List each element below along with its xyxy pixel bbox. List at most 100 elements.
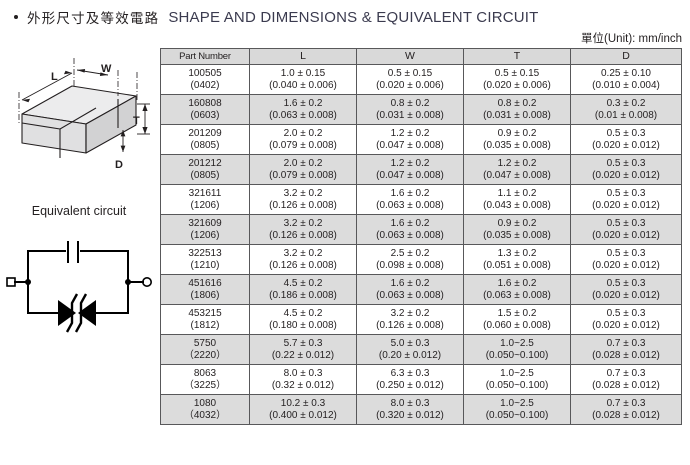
- cell-part-number-mm: 160808: [188, 97, 222, 109]
- cell-thickness-mm: 1.0~2.5: [500, 337, 534, 349]
- cell-length-inch: (0.079 ± 0.008): [269, 139, 337, 151]
- table-row: 8063 （3225） 8.0 ± 0.3 (0.32 ± 0.012) 6.3 ± 0…: [160, 364, 682, 395]
- cell-part-number: 8063 （3225）: [160, 364, 250, 395]
- cell-termination: 0.5 ± 0.3 (0.020 ± 0.012): [570, 244, 682, 275]
- node-left: [25, 279, 31, 285]
- cell-thickness: 1.0~2.5 (0.050~0.100): [463, 334, 571, 365]
- cell-length-inch: (0.180 ± 0.008): [269, 319, 337, 331]
- bullet-dot-icon: [14, 15, 18, 19]
- cell-part-number: 100505 (0402): [160, 64, 250, 95]
- cell-thickness-inch: (0.063 ± 0.008): [483, 289, 551, 301]
- cell-width: 2.5 ± 0.2 (0.098 ± 0.008): [356, 244, 464, 275]
- cell-termination: 0.5 ± 0.3 (0.020 ± 0.012): [570, 124, 682, 155]
- cell-thickness-inch: (0.031 ± 0.008): [483, 109, 551, 121]
- table-row: 321611 (1206) 3.2 ± 0.2 (0.126 ± 0.008) 1.6 …: [160, 184, 682, 215]
- cell-length-inch: (0.186 ± 0.008): [269, 289, 337, 301]
- cell-thickness-inch: (0.047 ± 0.008): [483, 169, 551, 181]
- cell-thickness-mm: 1.2 ± 0.2: [497, 157, 537, 169]
- cell-part-number: 321609 (1206): [160, 214, 250, 245]
- cell-part-number: 321611 (1206): [160, 184, 250, 215]
- cell-width: 1.6 ± 0.2 (0.063 ± 0.008): [356, 274, 464, 305]
- cell-width-inch: (0.320 ± 0.012): [376, 409, 444, 421]
- cell-thickness-mm: 0.9 ± 0.2: [497, 217, 537, 229]
- cell-part-number-inch: （3225）: [183, 379, 227, 391]
- cell-length-mm: 4.5 ± 0.2: [283, 307, 323, 319]
- cell-width-inch: (0.047 ± 0.008): [376, 169, 444, 181]
- cell-width-mm: 1.2 ± 0.2: [390, 127, 430, 139]
- cell-thickness-inch: (0.035 ± 0.008): [483, 139, 551, 151]
- cell-length-mm: 3.2 ± 0.2: [283, 217, 323, 229]
- cell-length: 5.7 ± 0.3 (0.22 ± 0.012): [249, 334, 357, 365]
- cell-width: 0.8 ± 0.2 (0.031 ± 0.008): [356, 94, 464, 125]
- table-row: 100505 (0402) 1.0 ± 0.15 (0.040 ± 0.006) 0.5…: [160, 64, 682, 95]
- cell-part-number-mm: 321609: [188, 217, 222, 229]
- cell-termination-inch: (0.010 ± 0.004): [592, 79, 660, 91]
- cell-length-mm: 2.0 ± 0.2: [283, 127, 323, 139]
- cell-width: 3.2 ± 0.2 (0.126 ± 0.008): [356, 304, 464, 335]
- cell-length-inch: (0.126 ± 0.008): [269, 199, 337, 211]
- cell-termination: 0.5 ± 0.3 (0.020 ± 0.012): [570, 184, 682, 215]
- table-header-row: Part Number L W T D: [160, 48, 682, 65]
- cell-termination-mm: 0.7 ± 0.3: [606, 367, 646, 379]
- cell-length-mm: 4.5 ± 0.2: [283, 277, 323, 289]
- cell-thickness-inch: (0.035 ± 0.008): [483, 229, 551, 241]
- cell-thickness: 1.2 ± 0.2 (0.047 ± 0.008): [463, 154, 571, 185]
- column-header-W: W: [356, 48, 464, 65]
- cell-width-mm: 0.8 ± 0.2: [390, 97, 430, 109]
- cell-thickness: 1.0~2.5 (0.050~0.100): [463, 364, 571, 395]
- cell-width-inch: (0.063 ± 0.008): [376, 289, 444, 301]
- dimension-label-T: T: [133, 115, 140, 127]
- cell-length-mm: 1.6 ± 0.2: [283, 97, 323, 109]
- table-row: 321609 (1206) 3.2 ± 0.2 (0.126 ± 0.008) 1.6 …: [160, 214, 682, 245]
- cell-termination-mm: 0.5 ± 0.3: [606, 187, 646, 199]
- cell-length-inch: (0.040 ± 0.006): [269, 79, 337, 91]
- table-row: 201209 (0805) 2.0 ± 0.2 (0.079 ± 0.008) 1.2 …: [160, 124, 682, 155]
- cell-part-number-inch: （4032）: [183, 409, 227, 421]
- page-header: 外形尺寸及等效電路 SHAPE AND DIMENSIONS & EQUIVAL…: [0, 6, 690, 28]
- cell-length: 3.2 ± 0.2 (0.126 ± 0.008): [249, 244, 357, 275]
- cell-thickness: 0.9 ± 0.2 (0.035 ± 0.008): [463, 124, 571, 155]
- cell-part-number: 453215 (1812): [160, 304, 250, 335]
- cell-part-number: 160808 (0603): [160, 94, 250, 125]
- cell-part-number: 322513 (1210): [160, 244, 250, 275]
- cell-part-number-mm: 201209: [188, 127, 222, 139]
- dimension-label-L: L: [51, 71, 58, 83]
- cell-termination-inch: (0.020 ± 0.012): [592, 289, 660, 301]
- cell-length-inch: (0.126 ± 0.008): [269, 259, 337, 271]
- cell-part-number: 201209 (0805): [160, 124, 250, 155]
- cell-width-mm: 5.0 ± 0.3: [390, 337, 430, 349]
- cell-part-number: 451616 (1806): [160, 274, 250, 305]
- cell-width: 5.0 ± 0.3 (0.20 ± 0.012): [356, 334, 464, 365]
- cell-width-mm: 1.6 ± 0.2: [390, 277, 430, 289]
- cell-part-number-mm: 1080: [193, 397, 217, 409]
- cell-part-number: 201212 (0805): [160, 154, 250, 185]
- cell-length: 1.0 ± 0.15 (0.040 ± 0.006): [249, 64, 357, 95]
- cell-length: 2.0 ± 0.2 (0.079 ± 0.008): [249, 124, 357, 155]
- cell-termination-inch: (0.028 ± 0.012): [592, 379, 660, 391]
- column-header-T: T: [463, 48, 571, 65]
- cell-part-number-inch: (0402): [190, 79, 220, 91]
- cell-part-number-mm: 201212: [188, 157, 222, 169]
- cell-termination: 0.7 ± 0.3 (0.028 ± 0.012): [570, 334, 682, 365]
- cell-termination-mm: 0.5 ± 0.3: [606, 307, 646, 319]
- cell-termination-inch: (0.020 ± 0.012): [592, 319, 660, 331]
- cell-thickness: 1.5 ± 0.2 (0.060 ± 0.008): [463, 304, 571, 335]
- dimension-label-D: D: [115, 159, 123, 171]
- column-header-D: D: [570, 48, 682, 65]
- cell-width-mm: 8.0 ± 0.3: [390, 397, 430, 409]
- table-row: 322513 (1210) 3.2 ± 0.2 (0.126 ± 0.008) 2.5 …: [160, 244, 682, 275]
- cell-length-inch: (0.079 ± 0.008): [269, 169, 337, 181]
- cell-width-mm: 1.6 ± 0.2: [390, 187, 430, 199]
- cell-length: 8.0 ± 0.3 (0.32 ± 0.012): [249, 364, 357, 395]
- cell-part-number: 1080 （4032）: [160, 394, 250, 425]
- cell-termination: 0.7 ± 0.3 (0.028 ± 0.012): [570, 364, 682, 395]
- cell-termination-mm: 0.5 ± 0.3: [606, 217, 646, 229]
- cell-length-mm: 8.0 ± 0.3: [283, 367, 323, 379]
- cell-length-inch: (0.063 ± 0.008): [269, 109, 337, 121]
- cell-termination-mm: 0.5 ± 0.3: [606, 247, 646, 259]
- cell-width: 0.5 ± 0.15 (0.020 ± 0.006): [356, 64, 464, 95]
- cell-part-number-mm: 8063: [193, 367, 217, 379]
- cell-part-number: 5750 （2220）: [160, 334, 250, 365]
- cell-thickness: 0.9 ± 0.2 (0.035 ± 0.008): [463, 214, 571, 245]
- cell-length-inch: (0.400 ± 0.012): [269, 409, 337, 421]
